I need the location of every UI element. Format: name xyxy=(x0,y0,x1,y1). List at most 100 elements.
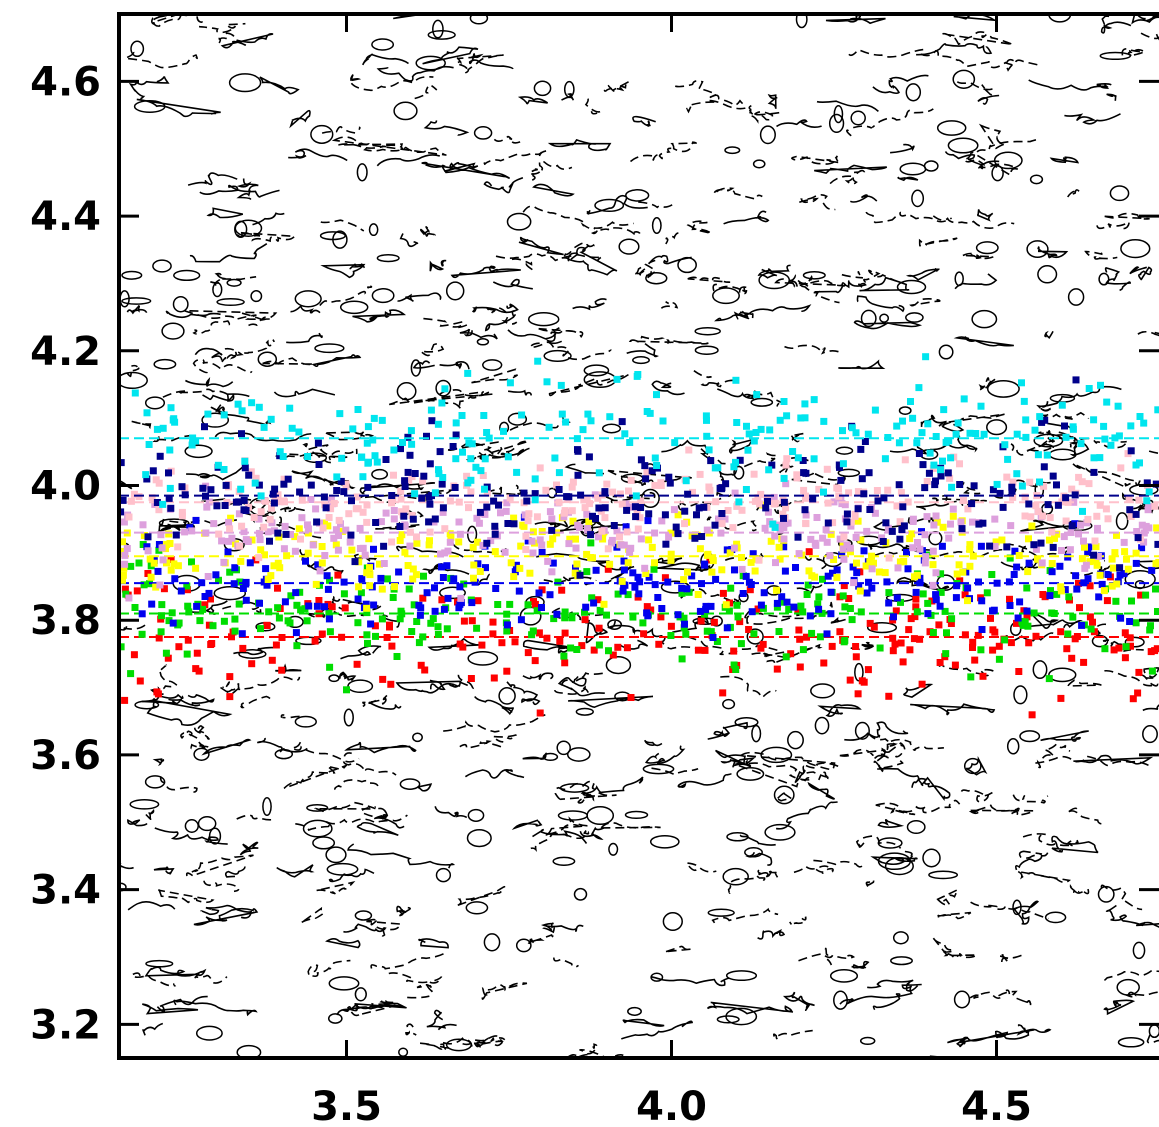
contour-loop xyxy=(552,856,576,866)
scatter-point xyxy=(278,666,286,674)
scatter-point xyxy=(681,620,688,628)
scatter-point xyxy=(538,548,546,556)
contour-line xyxy=(897,176,919,182)
scatter-point xyxy=(1072,572,1080,580)
scatter-point xyxy=(1132,559,1140,567)
contour-line xyxy=(567,1053,588,1058)
scatter-point xyxy=(140,581,148,589)
scatter-point xyxy=(610,522,618,529)
scatter-point xyxy=(312,580,320,588)
contour-line xyxy=(739,834,776,846)
scatter-point xyxy=(174,562,182,570)
contour-line xyxy=(156,995,208,1013)
scatter-point xyxy=(330,499,338,507)
scatter-point xyxy=(637,497,645,505)
scatter-point xyxy=(431,489,439,497)
scatter-point xyxy=(731,489,739,497)
scatter-point xyxy=(574,471,582,479)
scatter-point xyxy=(574,521,582,529)
scatter-point xyxy=(520,522,528,530)
contour-loop xyxy=(1097,885,1115,903)
contour-line xyxy=(861,643,874,649)
scatter-point xyxy=(138,610,146,618)
contour-loop xyxy=(184,444,213,459)
scatter-point xyxy=(270,562,278,570)
scatter-point xyxy=(166,446,174,454)
scatter-point xyxy=(1127,642,1134,650)
scatter-point xyxy=(681,520,688,528)
scatter-point xyxy=(409,515,417,523)
contour-loop xyxy=(677,256,697,274)
scatter-point xyxy=(266,537,273,545)
contour-line xyxy=(419,1042,453,1050)
scatter-point xyxy=(267,415,275,423)
scatter-point xyxy=(172,531,180,539)
contour-loop xyxy=(971,309,998,329)
scatter-point xyxy=(1134,534,1142,542)
contour-line xyxy=(838,359,886,370)
contour-line xyxy=(932,494,987,508)
contour-loop xyxy=(736,766,765,781)
scatter-point xyxy=(598,527,606,535)
scatter-point xyxy=(1086,558,1094,566)
contour-line xyxy=(870,856,918,866)
scatter-point xyxy=(127,497,135,505)
contour-line xyxy=(196,16,246,34)
contour-line xyxy=(440,259,447,267)
contour-line xyxy=(152,434,196,443)
scatter-point xyxy=(175,619,183,627)
scatter-point xyxy=(846,544,854,552)
scatter-point xyxy=(251,479,259,487)
scatter-point xyxy=(931,481,939,489)
contour-line xyxy=(127,819,148,827)
contour-line xyxy=(648,254,692,265)
scatter-point xyxy=(760,589,768,597)
scatter-point xyxy=(1024,622,1032,630)
scatter-point xyxy=(427,406,435,414)
contour-loop xyxy=(145,959,174,968)
scatter-point xyxy=(748,608,756,616)
scatter-point xyxy=(980,430,988,438)
contour-line xyxy=(1069,883,1090,895)
scatter-point xyxy=(451,484,459,491)
contour-line xyxy=(1047,422,1074,430)
scatter-point xyxy=(406,542,414,550)
contour-line xyxy=(660,301,679,309)
scatter-point xyxy=(438,399,446,407)
scatter-point xyxy=(882,519,890,527)
scatter-point xyxy=(213,502,221,510)
contour-loop xyxy=(432,19,444,39)
scatter-point xyxy=(721,515,729,523)
scatter-point xyxy=(912,595,920,603)
scatter-point xyxy=(334,546,342,554)
scatter-point xyxy=(833,566,841,574)
contour-line xyxy=(280,714,302,719)
contour-line xyxy=(976,209,994,222)
scatter-point xyxy=(463,472,471,480)
scatter-point xyxy=(643,408,651,415)
scatter-point xyxy=(773,599,781,607)
contour-loop xyxy=(356,163,368,182)
contour-line xyxy=(439,361,470,370)
contour-line xyxy=(1103,999,1136,1016)
scatter-point xyxy=(434,420,442,428)
scatter-point xyxy=(889,647,897,655)
contour-line xyxy=(799,194,836,211)
scatter-point xyxy=(148,494,156,502)
scatter-point xyxy=(199,484,207,492)
scatter-point xyxy=(1016,598,1024,606)
contour-line xyxy=(370,952,446,970)
scatter-point xyxy=(455,538,463,546)
scatter-point xyxy=(404,562,412,569)
contour-line xyxy=(665,945,692,953)
contour-line xyxy=(375,521,421,530)
scatter-point xyxy=(639,619,647,627)
contour-line xyxy=(200,904,253,919)
contour-line xyxy=(189,243,268,263)
scatter-point xyxy=(378,615,386,623)
contour-line xyxy=(374,807,405,829)
scatter-point xyxy=(806,612,814,620)
contour-line xyxy=(943,952,980,960)
contour-loop xyxy=(234,220,248,238)
scatter-point xyxy=(839,460,847,468)
